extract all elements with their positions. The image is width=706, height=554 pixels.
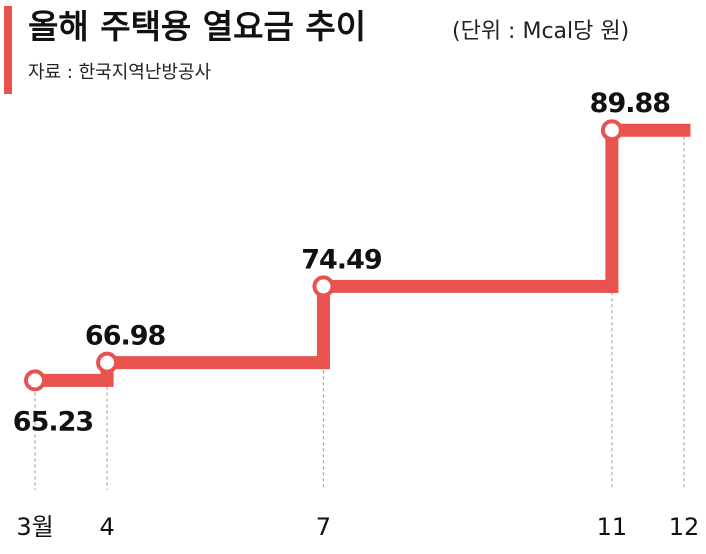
point-marker (312, 275, 335, 298)
x-tick-label: 3월 (16, 513, 53, 541)
point-marker (96, 351, 119, 374)
chart-title: 올해 주택용 열요금 추이 (28, 7, 366, 46)
value-label: 66.98 (85, 321, 166, 352)
step-segment (100, 356, 330, 387)
x-tick-label: 12 (669, 513, 700, 541)
x-tick-label: 11 (597, 513, 628, 541)
source: 자료 : 한국지역난방공사 (28, 62, 212, 83)
step-segment (316, 279, 619, 370)
x-tick-label: 7 (316, 513, 331, 541)
value-label: 89.88 (590, 88, 671, 119)
step-segment (605, 123, 691, 293)
chart-subtitle: (단위 : Mcal당 원) (452, 19, 629, 44)
value-label: 74.49 (301, 244, 382, 275)
point-marker (24, 369, 46, 392)
accent-bar (4, 6, 12, 94)
x-tick-label: 4 (99, 513, 114, 541)
point-marker (600, 119, 623, 142)
value-label: 65.23 (13, 406, 93, 437)
